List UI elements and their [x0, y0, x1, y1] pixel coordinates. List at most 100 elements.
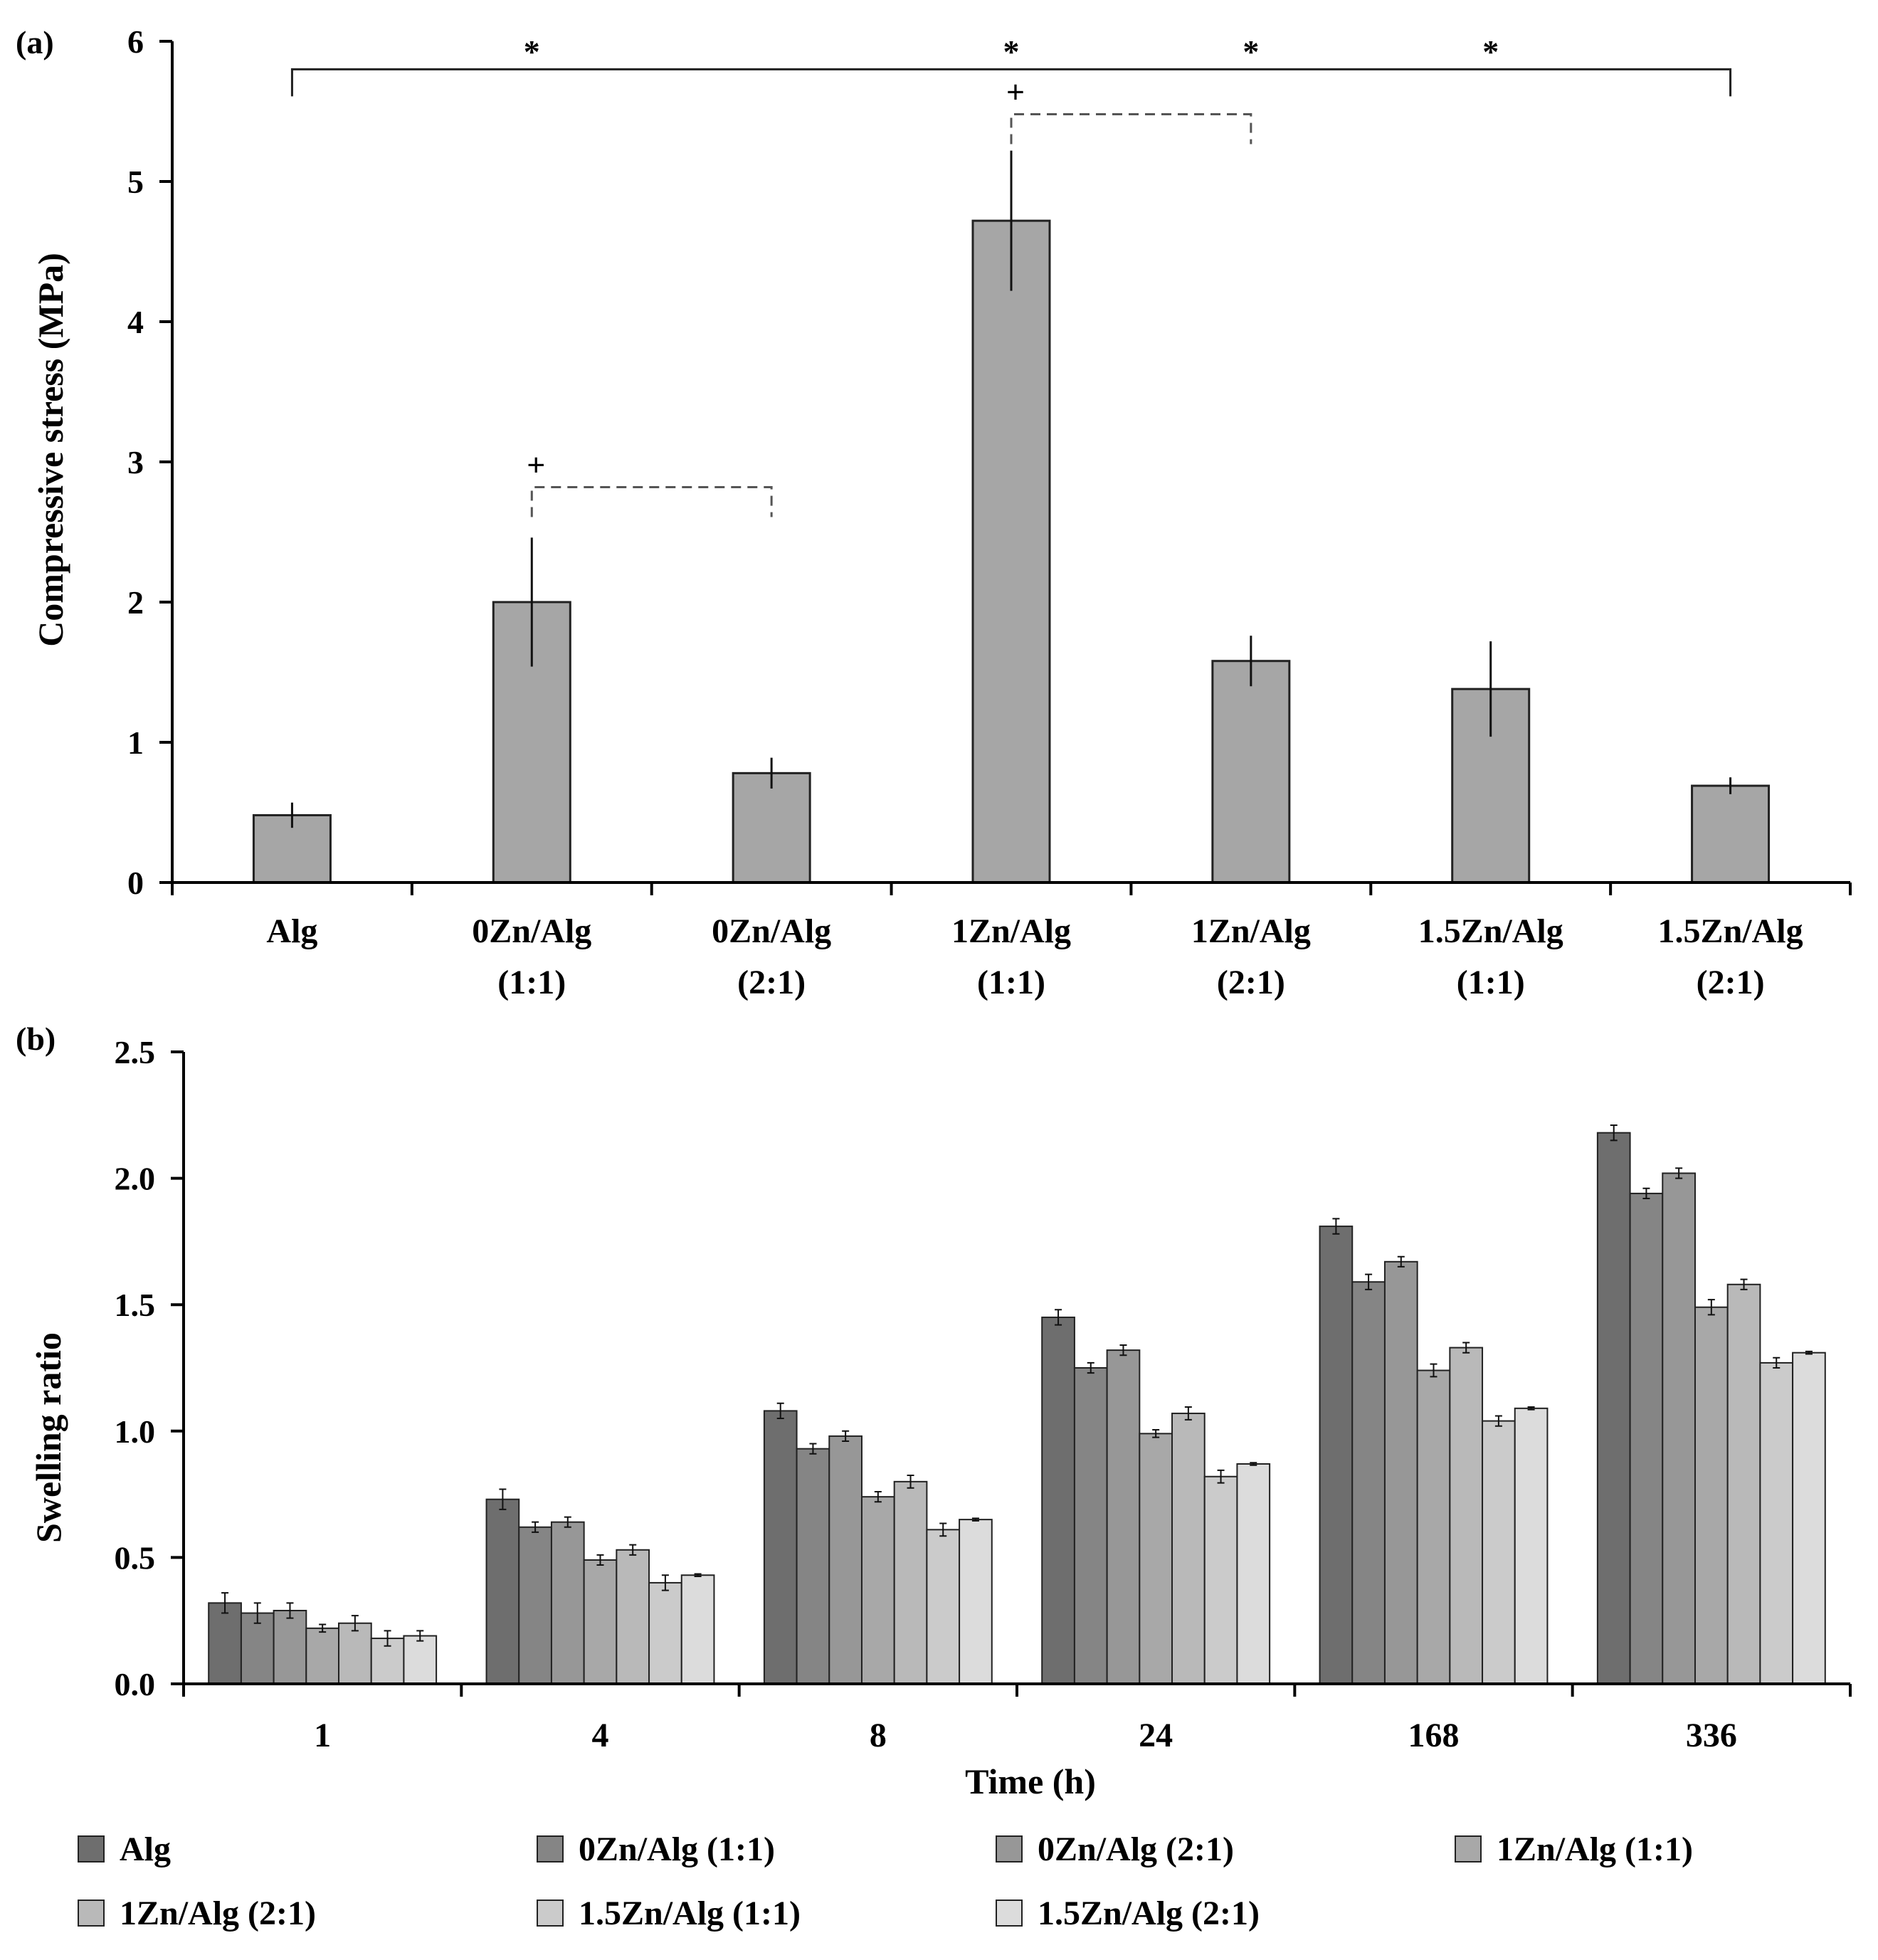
- bar-a-2: [732, 771, 811, 884]
- bar-b-s6-c2: [959, 1519, 993, 1685]
- y-tick-label-b: 2.0: [115, 1161, 156, 1197]
- significance-star: *: [524, 33, 540, 70]
- bar-b-s1-c3: [1073, 1367, 1108, 1685]
- bar-b-s0-c0: [208, 1602, 242, 1685]
- x-tick-label-b-4: 168: [1408, 1717, 1460, 1754]
- error-bar-b-s1-c3: [1087, 1361, 1094, 1374]
- bar-b-s6-c1: [680, 1574, 715, 1685]
- y-tick-label-a: 6: [127, 23, 144, 60]
- error-bar-b-s4-c0: [351, 1615, 359, 1632]
- bar-b-s0-c3: [1041, 1316, 1075, 1685]
- bar-b-s3-c3: [1139, 1433, 1173, 1685]
- bar-b-s0-c4: [1319, 1226, 1354, 1685]
- error-bar-b-s6-c5: [1805, 1350, 1813, 1355]
- significance-bracket: [290, 68, 1732, 97]
- error-bar-b-s0-c3: [1055, 1309, 1062, 1326]
- bar-b-s3-c5: [1694, 1306, 1729, 1685]
- bar-b-s2-c2: [828, 1435, 862, 1685]
- bar-b-s3-c2: [860, 1496, 895, 1685]
- x-tick-label-b-5: 336: [1686, 1717, 1737, 1754]
- legend-swatch-4: [78, 1900, 105, 1927]
- legend: Alg 0Zn/Alg (1:1) 0Zn/Alg (2:1) 1Zn/Alg (1:…: [78, 1830, 1693, 1932]
- bar-b-s5-c3: [1203, 1475, 1238, 1685]
- error-bar-b-s3-c2: [874, 1491, 882, 1503]
- error-bar-b-s1-c1: [532, 1521, 539, 1533]
- y-tick-label-b: 0.0: [115, 1666, 156, 1702]
- bar-a-4: [1211, 660, 1291, 884]
- bar-b-s4-c1: [616, 1549, 650, 1685]
- bar-b-s5-c4: [1482, 1420, 1516, 1685]
- bar-b-s5-c2: [926, 1529, 961, 1685]
- bar-b-s5-c1: [648, 1581, 682, 1685]
- y-tick-label-a: 5: [127, 164, 144, 200]
- error-bar-b-s1-c0: [253, 1602, 261, 1624]
- error-bar-b-s3-c4: [1430, 1363, 1437, 1378]
- significance-star: *: [1243, 33, 1259, 70]
- legend-swatch-1: [537, 1835, 564, 1862]
- error-bar-b-s4-c3: [1184, 1406, 1192, 1421]
- bar-b-s2-c3: [1106, 1349, 1141, 1685]
- error-bar-b-s6-c2: [971, 1517, 979, 1522]
- bar-b-s6-c5: [1792, 1352, 1826, 1685]
- error-bar-b-s0-c2: [776, 1402, 784, 1420]
- bar-b-s1-c1: [518, 1526, 552, 1685]
- y-tick-label-b: 2.5: [115, 1034, 156, 1070]
- panel-a-compressive-stress-chart: (a) Compressive stress (MPa) 0 1 2 3 4 5 6 Alg 0…: [16, 23, 1852, 1001]
- error-bar-b-s2-c1: [564, 1516, 571, 1528]
- x-tick-label-a-3: 1Zn/Alg: [951, 912, 1071, 950]
- x-tick-label-a-0: Alg: [266, 912, 317, 950]
- error-bar-b-s4-c4: [1462, 1342, 1470, 1354]
- error-bar-b-s3-c1: [596, 1554, 604, 1566]
- panel-b-swelling-ratio-chart: (b) Swelling ratio Time (h) 0.0 0.5 1.0 1.5…: [16, 1021, 1852, 1932]
- x-tick-label-b-2: 8: [870, 1717, 887, 1754]
- x-tick-label-a-3: (1:1): [977, 964, 1045, 1001]
- y-tick-label-b: 0.5: [115, 1539, 156, 1576]
- bar-b-s3-c4: [1416, 1369, 1451, 1685]
- x-tick-label-a-6: (2:1): [1697, 964, 1765, 1001]
- error-bar-b-s4-c1: [629, 1544, 637, 1556]
- x-tick-label-a-6: 1.5Zn/Alg: [1658, 912, 1803, 950]
- error-bar-b-s4-c2: [907, 1474, 914, 1489]
- x-tick-label-b-3: 24: [1139, 1717, 1173, 1754]
- bar-b-s1-c4: [1351, 1281, 1386, 1685]
- x-tick-label-a-1: 0Zn/Alg: [472, 912, 591, 950]
- error-bar-b-s0-c5: [1610, 1124, 1618, 1142]
- bar-b-s2-c4: [1383, 1260, 1418, 1685]
- bar-b-s6-c0: [403, 1635, 438, 1685]
- error-bar-b-s0-c1: [499, 1488, 507, 1510]
- error-bar-b-s5-c1: [661, 1574, 669, 1591]
- legend-swatch-6: [996, 1900, 1023, 1927]
- error-bar-b-s5-c5: [1773, 1356, 1781, 1369]
- bar-b-s4-c5: [1726, 1283, 1761, 1685]
- y-tick-label-b: 1.0: [115, 1413, 156, 1450]
- panel-b-y-axis-label: Swelling ratio: [28, 1332, 68, 1543]
- error-bar-b-s5-c3: [1217, 1469, 1225, 1484]
- error-bar-b-s3-c3: [1152, 1429, 1160, 1438]
- panel-b-label: (b): [16, 1021, 56, 1057]
- bar-b-s6-c4: [1514, 1407, 1549, 1685]
- x-tick-label-a-2: 0Zn/Alg: [712, 912, 831, 950]
- bar-b-s5-c5: [1759, 1361, 1794, 1685]
- error-bar-b-s1-c5: [1642, 1187, 1650, 1200]
- x-tick-label-b-0: 1: [314, 1717, 331, 1754]
- bar-b-s6-c3: [1236, 1463, 1271, 1685]
- panel-a-label: (a): [16, 24, 54, 60]
- bar-a-3: [971, 219, 1051, 884]
- x-tick-label-a-2: (2:1): [737, 964, 806, 1001]
- error-bar-b-s3-c5: [1707, 1299, 1715, 1316]
- plus-marker-0: +: [527, 446, 545, 483]
- bar-b-s3-c1: [583, 1559, 618, 1685]
- bar-b-s0-c5: [1596, 1132, 1631, 1685]
- x-tick-label-a-5: (1:1): [1457, 964, 1525, 1001]
- error-bar-b-s1-c4: [1365, 1273, 1373, 1290]
- bar-b-s0-c1: [485, 1498, 520, 1685]
- error-bar-b-s6-c0: [416, 1630, 424, 1642]
- bar-b-s0-c2: [763, 1410, 798, 1685]
- legend-swatch-5: [537, 1900, 564, 1927]
- y-tick-label-a: 2: [127, 584, 144, 621]
- error-bar-b-s2-c2: [842, 1430, 850, 1443]
- legend-label-2: 0Zn/Alg (2:1): [1038, 1830, 1234, 1868]
- legend-label-6: 1.5Zn/Alg (2:1): [1038, 1895, 1260, 1932]
- error-bar-b-s2-c5: [1675, 1167, 1683, 1179]
